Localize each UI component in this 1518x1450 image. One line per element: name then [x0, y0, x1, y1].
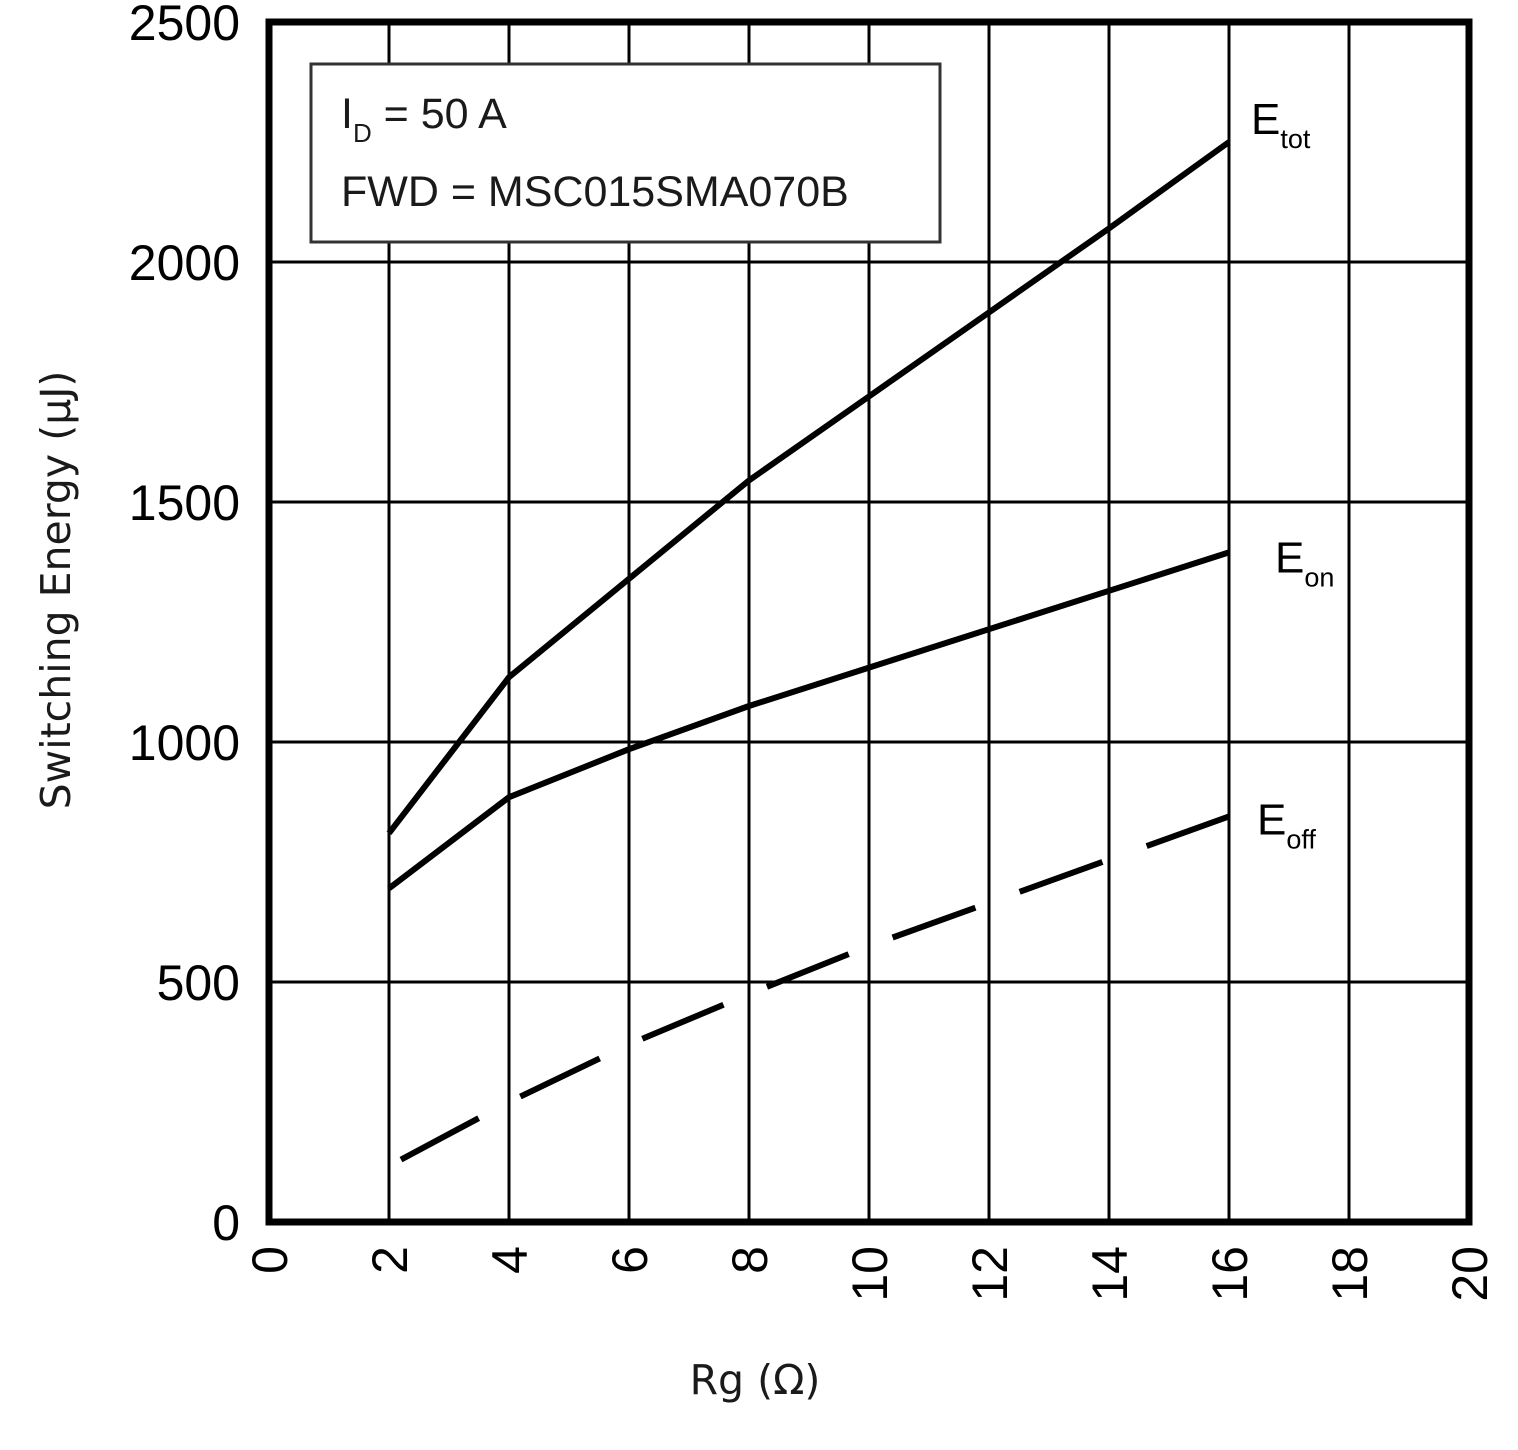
x-tick-label-6: 6	[602, 1246, 658, 1274]
annotation-box: ID = 50 A FWD = MSC015SMA070B	[309, 62, 942, 244]
annotation-frame	[309, 62, 942, 244]
y-tick-label-0: 0	[212, 1195, 240, 1251]
x-tick-label-12: 12	[962, 1246, 1018, 1302]
x-axis-title: Rg (Ω)	[690, 1356, 821, 1404]
y-axis-title: Switching Energy (µJ)	[32, 371, 80, 810]
x-tick-label-14: 14	[1082, 1246, 1138, 1302]
x-tick-label-8: 8	[722, 1246, 778, 1274]
annotation-line-2: FWD = MSC015SMA070B	[341, 168, 849, 216]
series-label-main: E	[1251, 95, 1280, 144]
x-tick-label-16: 16	[1202, 1246, 1258, 1302]
series-label-main: E	[1257, 795, 1286, 844]
y-tick-label-2500: 2500	[129, 0, 240, 51]
plot-frame	[265, 18, 1473, 1226]
x-tick-label-4: 4	[482, 1246, 538, 1274]
series-label-sub: tot	[1280, 124, 1311, 154]
y-tick-label-2000: 2000	[129, 235, 240, 291]
data-lines	[386, 139, 1231, 1163]
series-label-eoff: Eoff	[1257, 795, 1316, 854]
x-tick-label-10: 10	[842, 1246, 898, 1302]
y-tick-label-500: 500	[157, 955, 240, 1011]
series-label-eon: Eon	[1275, 533, 1334, 592]
series-line-eoff	[399, 813, 1231, 1163]
series-label-etot: Etot	[1251, 95, 1311, 154]
plot-border	[265, 18, 1473, 1226]
series-line-etot	[386, 139, 1231, 836]
tick-labels: 0 500 1000 1500 2000 2500 0 2 4 6 8 10 12 14 16 18 20	[129, 0, 1498, 1302]
y-tick-label-1500: 1500	[129, 475, 240, 531]
x-tick-label-20: 20	[1442, 1246, 1498, 1302]
annotation-current-symbol: I	[341, 90, 353, 138]
series-label-sub: on	[1304, 562, 1334, 592]
series-label-sub: off	[1286, 824, 1316, 854]
series-label-main: E	[1275, 533, 1304, 582]
series-line-eon	[387, 549, 1230, 891]
x-tick-label-0: 0	[242, 1246, 298, 1274]
annotation-line-1: ID = 50 A	[341, 90, 507, 148]
annotation-current-subscript: D	[353, 118, 372, 148]
annotation-current-value: = 50 A	[372, 90, 507, 138]
x-tick-label-18: 18	[1322, 1246, 1378, 1302]
x-tick-label-2: 2	[362, 1246, 418, 1274]
y-tick-label-1000: 1000	[129, 715, 240, 771]
